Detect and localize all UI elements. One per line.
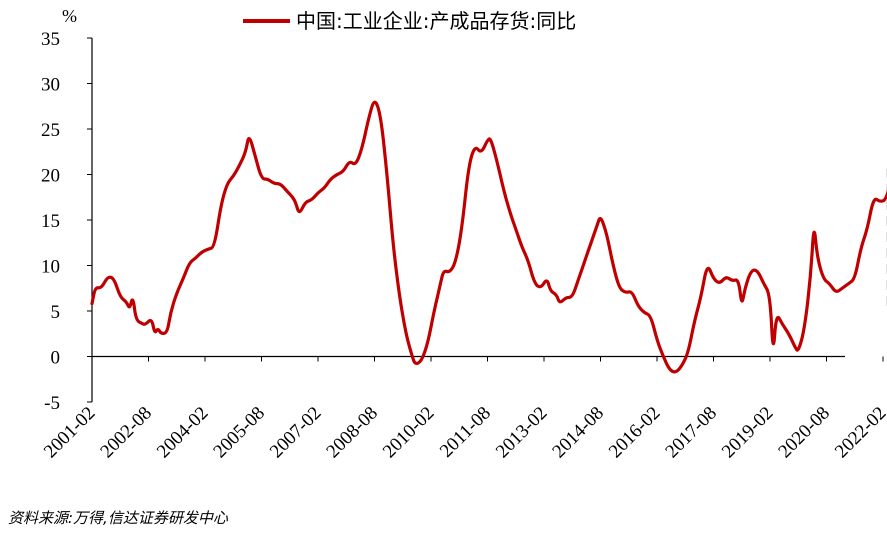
x-tick-label: 2017-08 <box>661 403 721 463</box>
series-line <box>90 100 887 374</box>
source-note: 资料来源:万得,信达证券研发中心 <box>8 509 228 527</box>
x-tick-label: 2022-02 <box>831 403 887 463</box>
x-axis: 2001-022002-082004-022005-082007-022008-… <box>40 356 887 463</box>
y-axis: 35 30 25 20 15 10 5 0 -5 <box>41 29 92 414</box>
x-tick-label: 2016-02 <box>605 403 665 463</box>
x-tick-label: 2013-02 <box>492 403 552 463</box>
x-tick-label: 2019-02 <box>718 403 778 463</box>
legend-label: 中国:工业企业:产成品存货:同比 <box>296 9 576 33</box>
y-axis-unit: % <box>62 6 77 26</box>
y-tick-label: 35 <box>41 29 60 50</box>
x-tick-label: 2007-02 <box>266 403 326 463</box>
axes <box>91 38 845 402</box>
y-tick-label: 5 <box>51 302 61 323</box>
x-tick-label: 2005-08 <box>209 403 269 463</box>
x-tick-label: 2014-08 <box>548 403 608 463</box>
y-tick-label: -5 <box>44 393 60 414</box>
series-layer <box>90 100 887 374</box>
y-tick-label: 20 <box>41 166 60 187</box>
x-tick-label: 2004-02 <box>153 403 213 463</box>
legend: 中国:工业企业:产成品存货:同比 <box>243 9 576 33</box>
x-tick-label: 2002-08 <box>96 403 156 463</box>
x-tick-label: 2020-08 <box>774 403 834 463</box>
x-tick-label: 2010-02 <box>379 403 439 463</box>
y-tick-label: 15 <box>41 211 60 232</box>
x-tick-label: 2008-08 <box>322 403 382 463</box>
y-tick-label: 25 <box>41 120 60 141</box>
y-tick-label: 30 <box>41 75 60 96</box>
y-tick-label: 0 <box>51 348 61 369</box>
x-tick-label: 2011-08 <box>436 403 495 462</box>
y-tick-label: 10 <box>41 257 60 278</box>
